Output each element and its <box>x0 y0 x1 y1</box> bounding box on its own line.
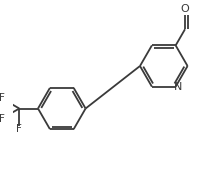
Text: N: N <box>174 83 182 93</box>
Text: F: F <box>16 124 22 134</box>
Text: F: F <box>0 113 5 124</box>
Text: F: F <box>0 93 5 103</box>
Text: O: O <box>181 4 190 14</box>
